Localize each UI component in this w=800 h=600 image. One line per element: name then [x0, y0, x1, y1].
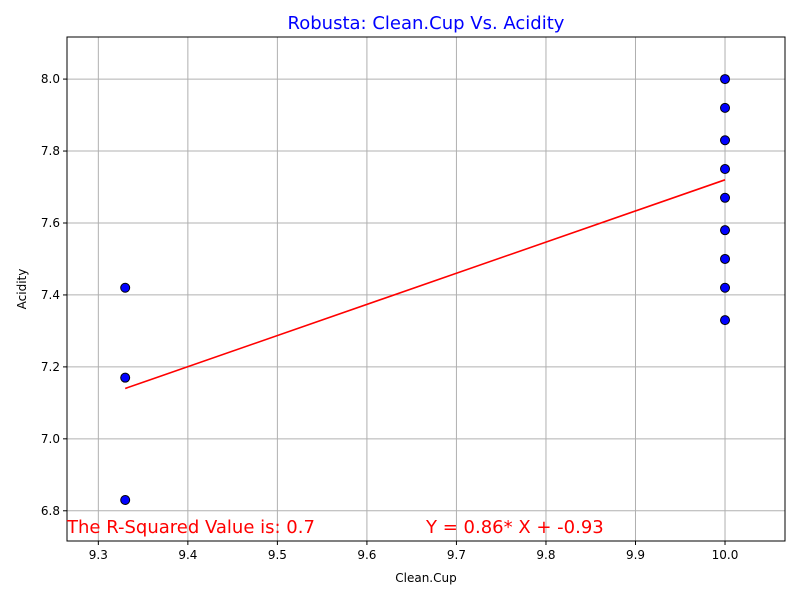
regression-line: [124, 179, 726, 390]
data-point: [720, 225, 731, 236]
x-tick-label: 9.3: [89, 548, 108, 562]
data-point: [720, 315, 731, 326]
x-tick-label: 9.6: [357, 548, 376, 562]
data-points: [120, 74, 731, 505]
data-point: [720, 135, 731, 146]
x-axis-ticks: 9.3 9.4 9.5 9.6 9.7 9.8 9.9 10.0: [89, 541, 739, 562]
x-tick-label: 9.8: [536, 548, 555, 562]
x-axis-label: Clean.Cup: [395, 571, 456, 585]
data-point: [120, 282, 131, 293]
grid-lines: [67, 37, 785, 541]
data-point: [720, 164, 731, 175]
y-axis-ticks: 6.8 7.0 7.2 7.4 7.6 7.8 8.0: [41, 72, 67, 518]
y-tick-label: 7.2: [41, 360, 60, 374]
data-point: [720, 102, 731, 113]
plot-area-frame: [66, 36, 786, 542]
data-point: [120, 372, 131, 383]
y-tick-label: 7.4: [41, 288, 60, 302]
x-tick-label: 9.4: [178, 548, 197, 562]
r-squared-annotation: The R-Squared Value is: 0.7: [66, 517, 315, 538]
data-point: [120, 494, 131, 505]
y-tick-label: 7.8: [41, 144, 60, 158]
data-point: [720, 282, 731, 293]
regression-equation-annotation: Y = 0.86* X + -0.93: [425, 517, 604, 538]
y-axis-label: Acidity: [15, 269, 29, 310]
regression-line-group: [124, 179, 726, 390]
y-tick-label: 7.0: [41, 432, 60, 446]
y-tick-label: 8.0: [41, 72, 60, 86]
y-tick-label: 7.6: [41, 216, 60, 230]
x-tick-label: 10.0: [712, 548, 739, 562]
x-tick-label: 9.7: [447, 548, 466, 562]
x-tick-label: 9.9: [626, 548, 645, 562]
data-point: [720, 253, 731, 264]
data-point: [720, 192, 731, 203]
data-point: [720, 74, 731, 85]
y-tick-label: 6.8: [41, 504, 60, 518]
x-tick-label: 9.5: [268, 548, 287, 562]
chart-title: Robusta: Clean.Cup Vs. Acidity: [288, 13, 565, 34]
